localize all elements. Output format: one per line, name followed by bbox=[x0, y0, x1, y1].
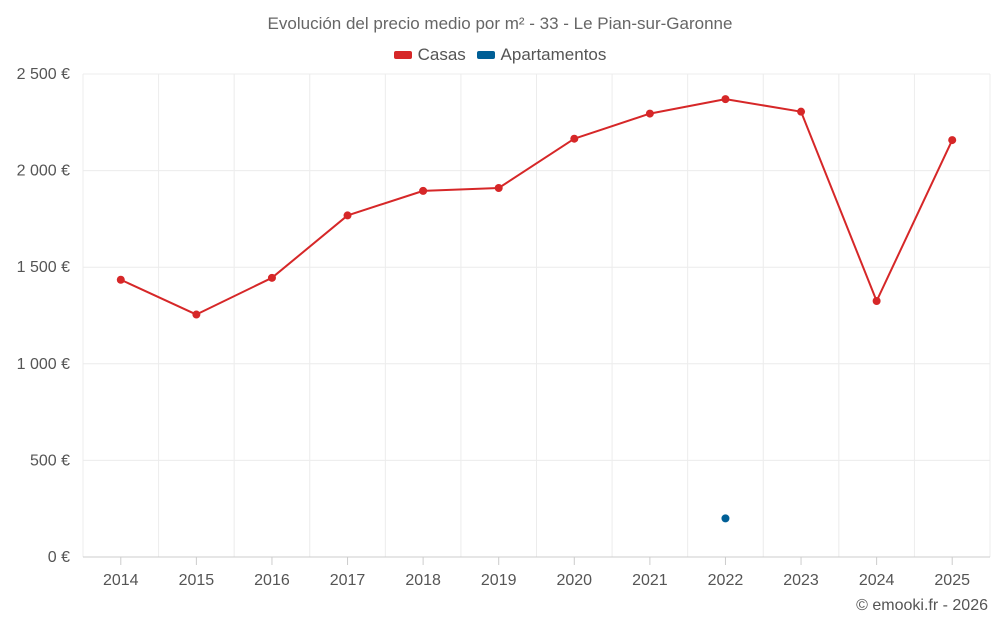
data-point-casas-2018[interactable] bbox=[419, 186, 428, 195]
data-point-casas-2017[interactable] bbox=[343, 211, 352, 220]
x-tick-label: 2021 bbox=[632, 572, 668, 589]
legend[interactable]: Casas Apartamentos bbox=[0, 45, 1000, 65]
data-point-casas-2015[interactable] bbox=[192, 310, 201, 319]
x-tick-label: 2019 bbox=[481, 572, 517, 589]
y-tick-label: 500 € bbox=[30, 452, 70, 469]
legend-swatch-casas bbox=[393, 50, 412, 59]
data-point-casas-2016[interactable] bbox=[267, 273, 276, 282]
data-point-casas-2014[interactable] bbox=[116, 275, 125, 284]
x-tick-label: 2020 bbox=[556, 572, 592, 589]
x-tick-label: 2018 bbox=[405, 572, 441, 589]
series-line-casas bbox=[120, 98, 954, 316]
x-tick-label: 2022 bbox=[708, 572, 744, 589]
x-tick-label: 2014 bbox=[103, 572, 139, 589]
credit-text: © emooki.fr - 2026 bbox=[856, 597, 988, 614]
series-layer bbox=[116, 95, 957, 523]
data-point-casas-2024[interactable] bbox=[872, 297, 881, 306]
x-tick-label: 2017 bbox=[330, 572, 366, 589]
legend-item-casas[interactable]: Casas bbox=[393, 45, 466, 65]
y-tick-label: 1 000 € bbox=[17, 356, 70, 373]
axis-layer: 0 € 500 € 1 000 € 1 500 € 2 000 € 2 500 € 2014… bbox=[17, 66, 970, 589]
legend-item-apartamentos[interactable]: Apartamentos bbox=[476, 45, 607, 65]
x-tick-label: 2015 bbox=[179, 572, 215, 589]
data-point-casas-2020[interactable] bbox=[570, 134, 579, 143]
grid-layer bbox=[82, 73, 991, 558]
data-point-casas-2023[interactable] bbox=[797, 107, 806, 116]
y-tick-label: 1 500 € bbox=[17, 259, 70, 276]
data-point-apartamentos-2022[interactable] bbox=[721, 514, 730, 523]
legend-label-casas: Casas bbox=[417, 45, 466, 64]
y-tick-label: 0 € bbox=[48, 549, 70, 566]
data-point-casas-2021[interactable] bbox=[645, 109, 654, 118]
legend-label-apartamentos: Apartamentos bbox=[500, 45, 607, 64]
x-tick-label: 2023 bbox=[783, 572, 819, 589]
x-tick-label: 2025 bbox=[934, 572, 970, 589]
legend-swatch-apartamentos bbox=[476, 50, 495, 59]
data-point-casas-2025[interactable] bbox=[948, 136, 957, 145]
chart-title: Evolución del precio medio por m² - 33 -… bbox=[267, 14, 733, 33]
data-point-casas-2022[interactable] bbox=[721, 95, 730, 104]
data-point-casas-2019[interactable] bbox=[494, 183, 503, 192]
x-tick-label: 2016 bbox=[254, 572, 290, 589]
x-tick-label: 2024 bbox=[859, 572, 895, 589]
y-tick-label: 2 500 € bbox=[17, 66, 70, 83]
y-tick-label: 2 000 € bbox=[17, 163, 70, 180]
